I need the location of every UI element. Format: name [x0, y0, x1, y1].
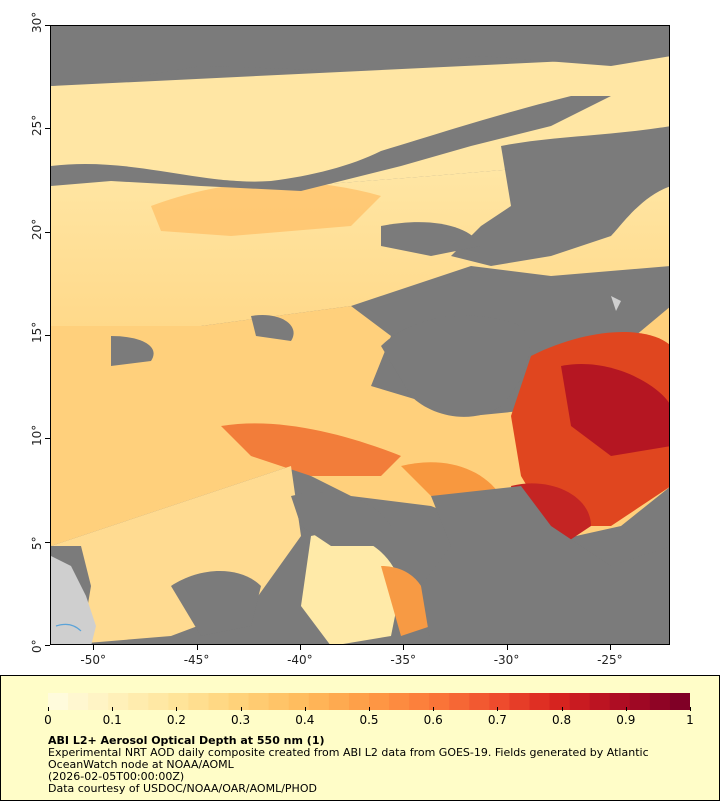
colorbar-segment [208, 693, 230, 710]
colorbar-segment [328, 693, 350, 710]
colorbar-segment [489, 693, 510, 710]
legend-title: ABI L2+ Aerosol Optical Depth at 550 nm … [48, 734, 325, 747]
legend-credit: Data courtesy of USDOC/NOAA/OAR/AOML/PHO… [48, 782, 317, 795]
colorbar-label: 0.2 [166, 713, 186, 727]
colorbar-segment [469, 693, 490, 710]
y-tick-label: 10° [30, 425, 44, 447]
land [51, 556, 96, 644]
colorbar-tick [625, 707, 627, 711]
colorbar-segment [429, 693, 450, 710]
y-tick-mark [45, 438, 50, 440]
colorbar-label: 0.1 [102, 713, 122, 727]
colorbar-segment [649, 693, 671, 710]
colorbar-tick [690, 707, 691, 711]
colorbar-tick [433, 707, 435, 711]
colorbar-tick [369, 707, 370, 711]
colorbar-label: 0.6 [423, 713, 443, 727]
colorbar-segment [409, 693, 430, 710]
x-tick-label: -40° [287, 653, 313, 667]
colorbar-segment [148, 693, 169, 710]
x-tick-label: -45° [183, 653, 210, 667]
colorbar-segment [369, 693, 390, 710]
colorbar-tick [112, 707, 114, 711]
y-tick-mark [45, 645, 50, 646]
x-tick-mark [403, 645, 405, 650]
x-tick-mark [300, 645, 302, 650]
y-tick-label: 0° [30, 639, 44, 653]
legend-description: Experimental NRT AOD daily composite cre… [48, 746, 649, 771]
x-tick-mark [196, 645, 198, 650]
colorbar-tick [176, 707, 178, 711]
x-tick-label: -25° [597, 653, 623, 667]
y-tick-label: 25° [30, 115, 44, 137]
colorbar-label: 0.5 [359, 713, 379, 727]
colorbar-segment [228, 693, 250, 710]
colorbar-segment [389, 693, 410, 710]
colorbar-segment [168, 693, 189, 710]
colorbar-segment [288, 693, 310, 710]
colorbar-segment [88, 693, 109, 710]
colorbar-segment [188, 693, 209, 710]
legend-panel: 0 0.1 0.2 0.3 0.4 0.5 0.6 0.7 0.8 0.9 1 ABI L2+ Ae… [0, 675, 720, 801]
colorbar-tick [48, 707, 49, 711]
colorbar-tick [561, 707, 563, 711]
y-tick-label: 15° [30, 321, 44, 343]
y-tick-label: 30° [30, 11, 44, 33]
colorbar-segment [589, 693, 611, 710]
colorbar [48, 693, 690, 710]
y-tick-mark [45, 541, 50, 543]
y-tick-mark [45, 231, 50, 233]
colorbar-segment [529, 693, 551, 710]
colorbar-segment [569, 693, 591, 710]
colorbar-segment [68, 693, 89, 710]
colorbar-segment [108, 693, 129, 710]
colorbar-segment [268, 693, 290, 710]
x-tick-label: -30° [493, 653, 520, 667]
aod-field [51, 26, 669, 644]
colorbar-label: 0.4 [295, 713, 315, 727]
y-tick-label: 5° [30, 536, 44, 550]
colorbar-label: 0 [44, 713, 52, 727]
colorbar-segment [609, 693, 631, 710]
x-tick-label: -50° [80, 653, 106, 667]
colorbar-tick [497, 707, 499, 711]
colorbar-label: 1 [686, 713, 694, 727]
y-tick-label: 20° [30, 218, 44, 240]
colorbar-segment [629, 693, 651, 710]
colorbar-label: 0.9 [616, 713, 636, 727]
x-tick-mark [506, 645, 508, 650]
colorbar-tick [240, 707, 242, 711]
colorbar-segment [669, 693, 690, 710]
x-tick-mark [93, 645, 95, 650]
colorbar-segment [509, 693, 530, 710]
colorbar-segment [128, 693, 149, 710]
x-tick-label: -35° [390, 653, 416, 667]
legend-date: (2026-02-05T00:00:00Z) [48, 770, 185, 783]
colorbar-label: 0.3 [231, 713, 251, 727]
colorbar-segment [549, 693, 571, 710]
colorbar-segment [348, 693, 370, 710]
colorbar-label: 0.8 [552, 713, 572, 727]
river-line [55, 623, 82, 632]
y-tick-mark [45, 335, 50, 336]
colorbar-label: 0.7 [487, 713, 507, 727]
y-tick-mark [45, 25, 50, 26]
colorbar-segment [449, 693, 470, 710]
x-tick-mark [610, 645, 612, 650]
colorbar-segment [48, 693, 69, 710]
colorbar-segment [248, 693, 270, 710]
colorbar-segment [308, 693, 330, 710]
y-tick-mark [45, 128, 50, 130]
aod-map[interactable] [50, 25, 670, 645]
colorbar-tick [304, 707, 306, 711]
